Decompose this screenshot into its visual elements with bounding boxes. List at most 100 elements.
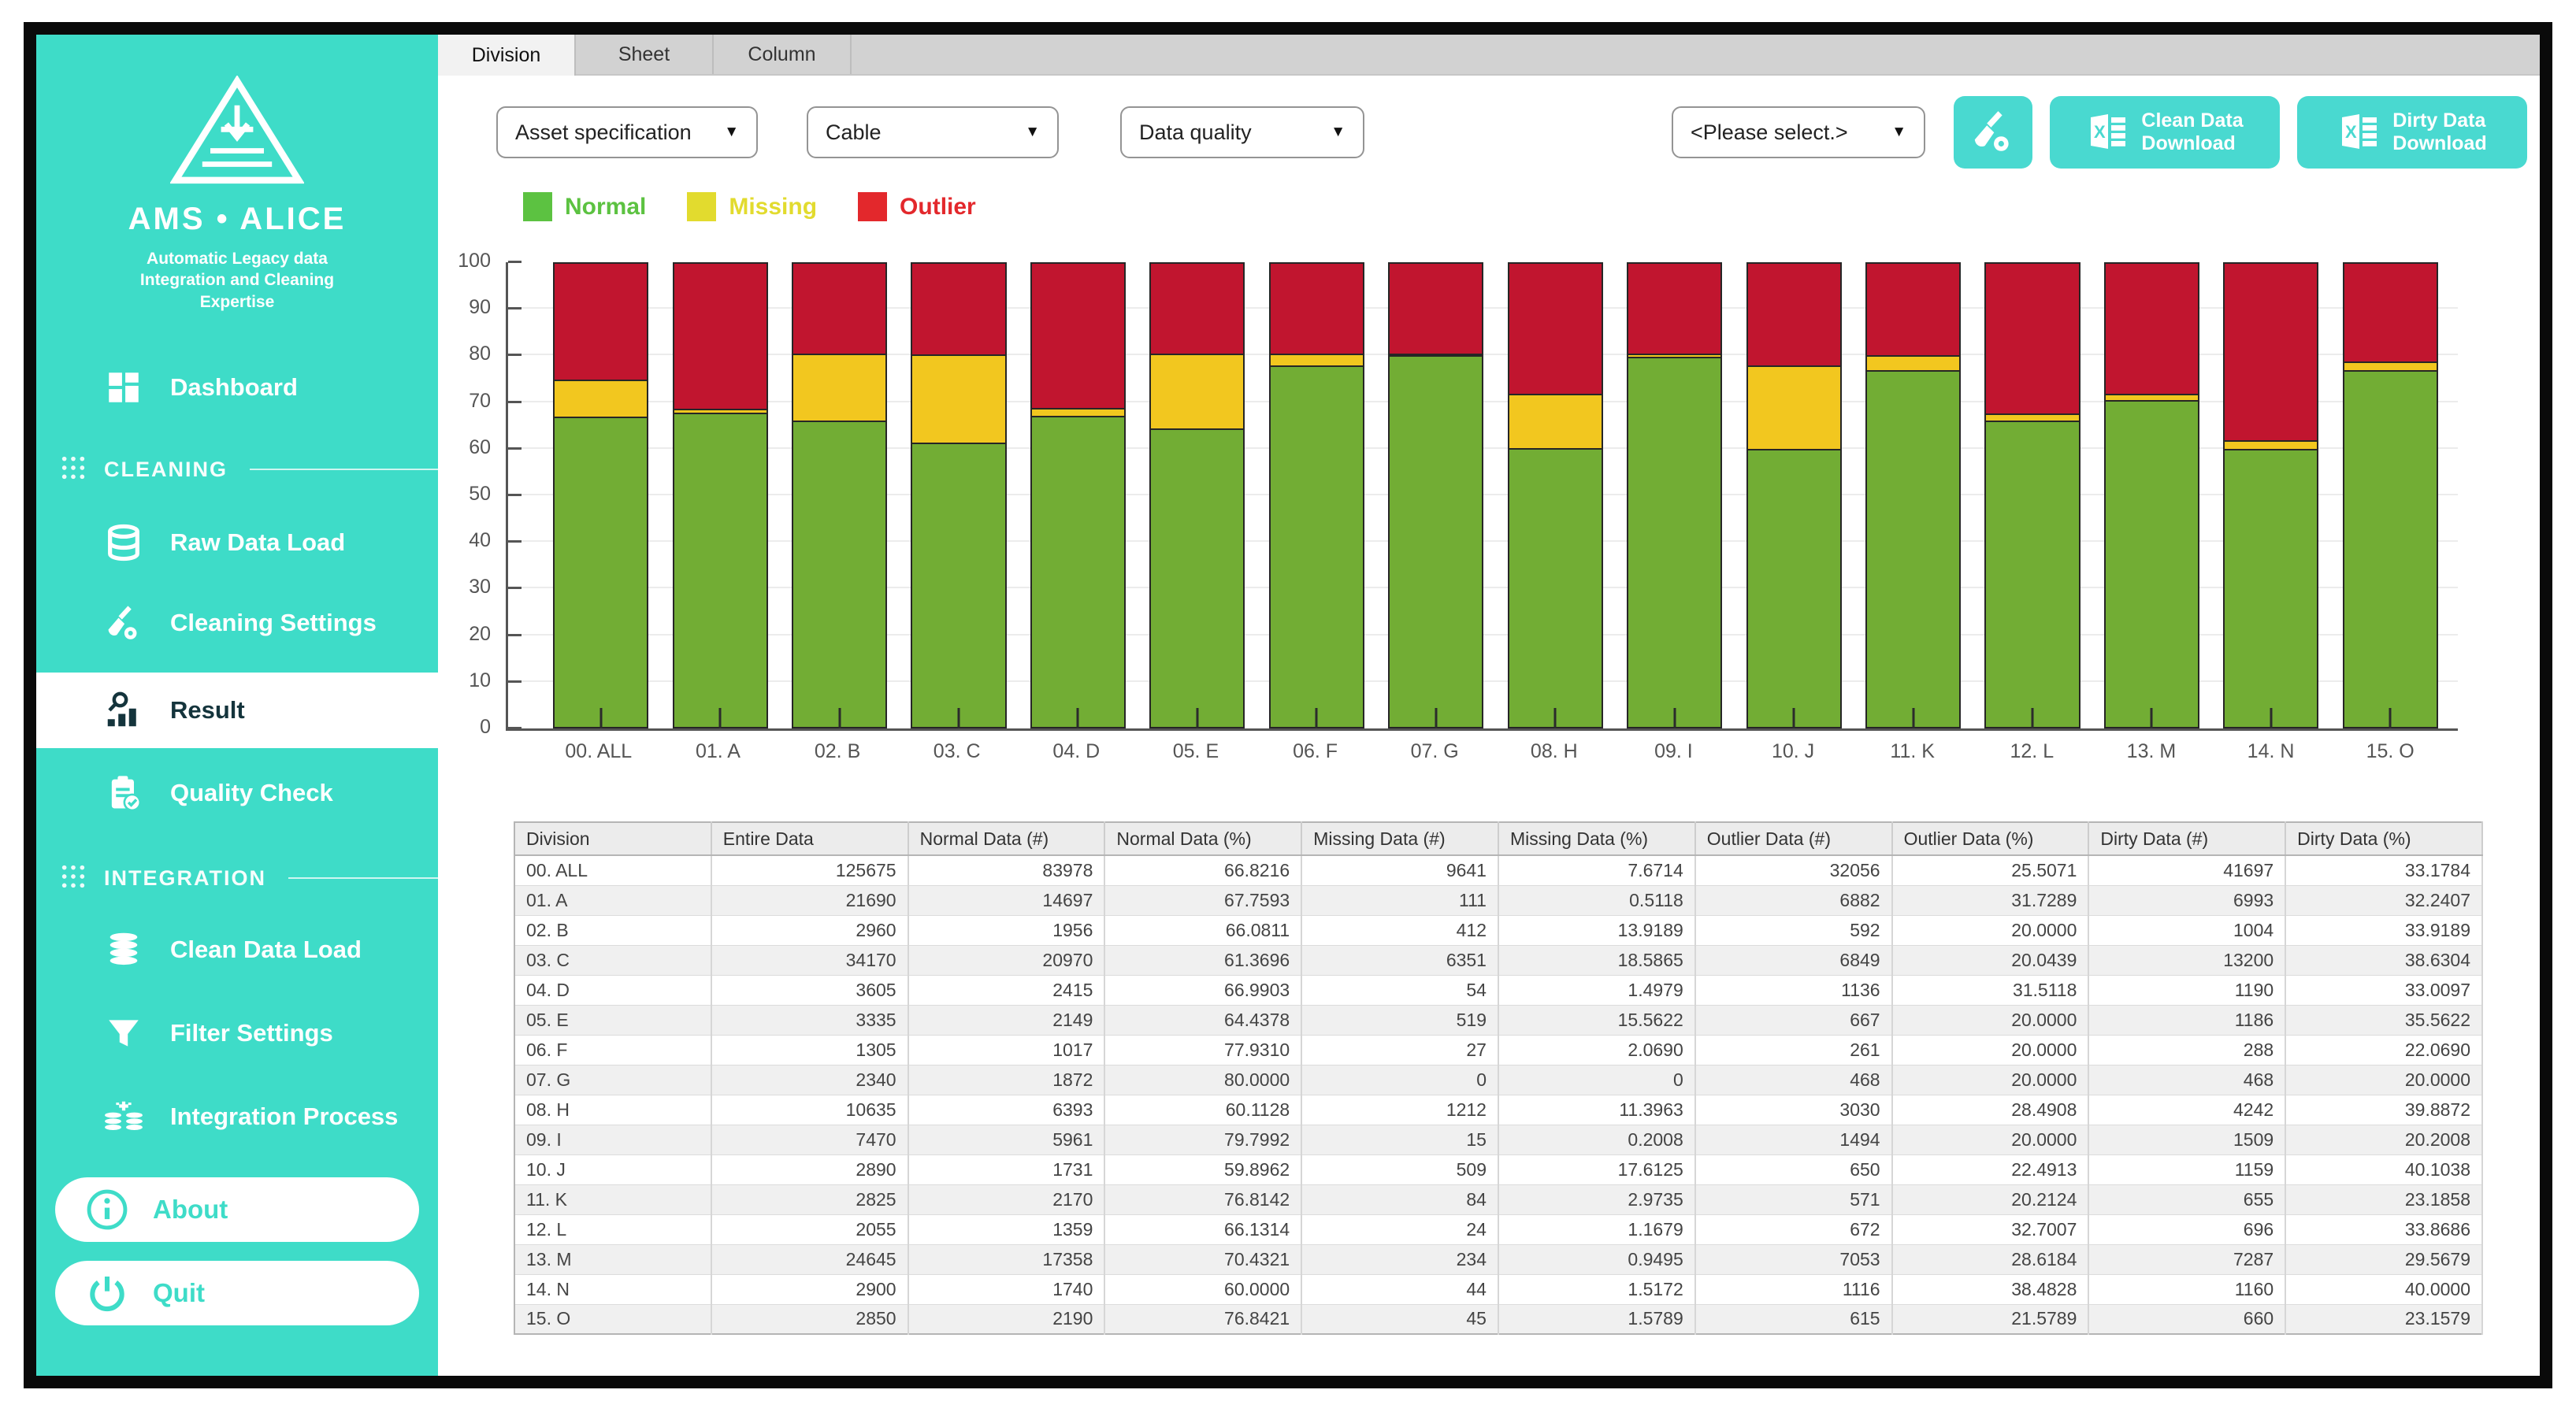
bar-segment-outlier — [1269, 262, 1364, 355]
table-cell: 3030 — [1695, 1095, 1892, 1125]
table-cell: 45 — [1301, 1304, 1498, 1334]
asset-type-dropdown[interactable]: Cable ▼ — [807, 106, 1059, 158]
table-cell: 0 — [1498, 1065, 1695, 1095]
x-axis-label: 04. D — [1017, 740, 1137, 763]
sidebar-item-filter-settings[interactable]: Filter Settings — [36, 1007, 438, 1059]
table-cell: 667 — [1695, 1005, 1892, 1035]
section-divider — [288, 877, 438, 879]
section-cleaning: CLEANING — [36, 454, 438, 485]
x-axis-tick — [1077, 708, 1079, 728]
sidebar-item-quality-check[interactable]: Quality Check — [36, 767, 438, 819]
table-cell: 20970 — [908, 945, 1105, 975]
bar-segment-normal — [1627, 357, 1722, 728]
table-cell: 7.6714 — [1498, 855, 1695, 885]
table-cell: 20.0000 — [1892, 1035, 2089, 1065]
clipboard-check-icon — [98, 772, 150, 814]
table-cell: 2.9735 — [1498, 1184, 1695, 1214]
tab-sheet[interactable]: Sheet — [576, 35, 714, 74]
bar-segment-outlier — [2223, 262, 2318, 442]
sidebar-item-integration-process[interactable]: Integration Process — [36, 1091, 438, 1143]
table-cell: 44 — [1301, 1274, 1498, 1304]
table-row: 10. J2890173159.896250917.612565022.4913… — [514, 1154, 2482, 1184]
bar-segment-outlier — [911, 262, 1006, 356]
section-integration: INTEGRATION — [36, 863, 438, 894]
y-axis-label: 60 — [442, 436, 491, 459]
stacked-bar — [553, 262, 648, 728]
clean-action-button[interactable] — [1954, 96, 2032, 169]
bar-slot — [2331, 262, 2450, 728]
table-cell: 1.5172 — [1498, 1274, 1695, 1304]
sidebar-item-cleaning-settings[interactable]: Cleaning Settings — [36, 597, 438, 649]
table-header-cell: Missing Data (%) — [1498, 822, 1695, 855]
table-cell: 2825 — [711, 1184, 908, 1214]
bar-segment-normal — [673, 413, 768, 728]
app-window: AMS • ALICE Automatic Legacy data Integr… — [24, 22, 2552, 1388]
about-button[interactable]: About — [55, 1177, 419, 1242]
table-cell: 1212 — [1301, 1095, 1498, 1125]
bar-slot — [899, 262, 1018, 728]
dots-grid-icon — [60, 454, 87, 485]
legend-swatch — [858, 192, 887, 221]
tab-bar: Division Sheet Column — [438, 35, 2540, 76]
bar-segment-normal — [2104, 400, 2199, 728]
clean-data-download-button[interactable]: X Clean Data Download — [2050, 96, 2280, 169]
funnel-icon — [98, 1012, 150, 1054]
table-cell: 08. H — [514, 1095, 711, 1125]
sidebar-item-dashboard[interactable]: Dashboard — [36, 361, 438, 413]
table-header-cell: Division — [514, 822, 711, 855]
y-axis-tick — [508, 540, 522, 543]
please-select-dropdown[interactable]: <Please select.> ▼ — [1672, 106, 1925, 158]
table-cell: 14. N — [514, 1274, 711, 1304]
table-cell: 66.0811 — [1104, 915, 1301, 945]
database-merge-icon — [98, 1095, 150, 1138]
table-cell: 60.1128 — [1104, 1095, 1301, 1125]
table-cell: 3605 — [711, 975, 908, 1005]
data-quality-dropdown[interactable]: Data quality ▼ — [1120, 106, 1364, 158]
table-cell: 31.5118 — [1892, 975, 2089, 1005]
table-header-cell: Outlier Data (#) — [1695, 822, 1892, 855]
sidebar-item-raw-data-load[interactable]: Raw Data Load — [36, 517, 438, 569]
tab-division[interactable]: Division — [438, 35, 576, 76]
table-cell: 54 — [1301, 975, 1498, 1005]
table-cell: 23.1579 — [2285, 1304, 2482, 1334]
table-cell: 28.4908 — [1892, 1095, 2089, 1125]
table-cell: 77.9310 — [1104, 1035, 1301, 1065]
table-cell: 6882 — [1695, 885, 1892, 915]
tab-column[interactable]: Column — [714, 35, 852, 74]
table-cell: 509 — [1301, 1154, 1498, 1184]
y-axis-tick — [508, 354, 522, 356]
table-cell: 696 — [2088, 1214, 2285, 1244]
table-cell: 1.5789 — [1498, 1304, 1695, 1334]
x-axis-tick — [1793, 708, 1795, 728]
table-cell: 1740 — [908, 1274, 1105, 1304]
x-axis-tick — [2270, 708, 2272, 728]
bar-segment-normal — [1508, 448, 1603, 728]
bar-segment-missing — [792, 355, 887, 420]
table-cell: 655 — [2088, 1184, 2285, 1214]
bar-segment-missing — [2343, 363, 2438, 370]
table-cell: 03. C — [514, 945, 711, 975]
sidebar-item-clean-data-load[interactable]: Clean Data Load — [36, 924, 438, 976]
bar-segment-normal — [1269, 365, 1364, 728]
bar-slot — [1019, 262, 1138, 728]
table-row: 14. N2900174060.0000441.5172111638.48281… — [514, 1274, 2482, 1304]
quit-button[interactable]: Quit — [55, 1261, 419, 1325]
x-axis-tick — [599, 708, 602, 728]
sidebar-item-result[interactable]: Result — [36, 673, 438, 748]
table-cell: 234 — [1301, 1244, 1498, 1274]
table-cell: 33.0097 — [2285, 975, 2482, 1005]
table-cell: 1.1679 — [1498, 1214, 1695, 1244]
info-icon — [82, 1184, 132, 1235]
bar-segment-outlier — [2104, 262, 2199, 395]
table-row: 08. H10635639360.1128121211.3963303028.4… — [514, 1095, 2482, 1125]
table-cell: 67.7593 — [1104, 885, 1301, 915]
dirty-data-download-button[interactable]: X Dirty Data Download — [2297, 96, 2527, 169]
section-divider — [250, 469, 438, 470]
chart-bars — [508, 262, 2458, 728]
stacked-bar — [1865, 262, 1961, 728]
x-axis-label: 05. E — [1136, 740, 1256, 763]
stacked-bar — [1030, 262, 1126, 728]
asset-specification-dropdown[interactable]: Asset specification ▼ — [496, 106, 758, 158]
bar-segment-outlier — [673, 262, 768, 410]
legend-label: Normal — [565, 194, 646, 221]
